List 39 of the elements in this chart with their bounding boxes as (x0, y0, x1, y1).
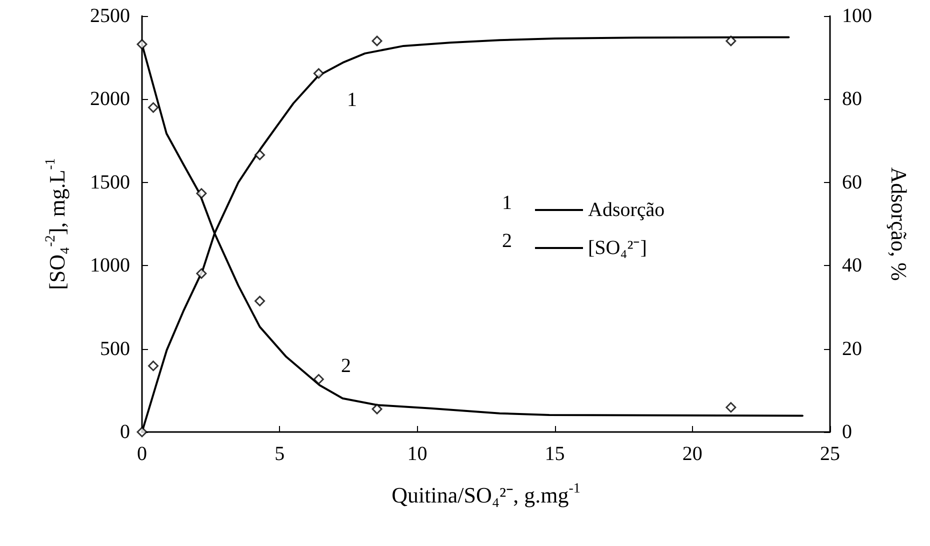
x-tick-label: 20 (682, 443, 702, 465)
y-tick-label: 1500 (90, 171, 130, 194)
point (313, 374, 324, 384)
point (254, 150, 266, 160)
x-tick-label: 5 (274, 443, 285, 465)
point (726, 36, 736, 46)
point (196, 268, 207, 279)
text: 2 (502, 230, 512, 252)
y-tick-label: 2000 (90, 88, 130, 110)
y-tick-label: 1000 (90, 254, 130, 277)
y2-tick-label: 80 (842, 88, 862, 110)
point (372, 404, 382, 414)
y-tick-label: 2500 (90, 5, 130, 27)
point (148, 360, 159, 372)
point (148, 102, 159, 113)
y2-tick-label: 40 (842, 254, 862, 277)
x-tick-label: 25 (820, 443, 840, 465)
y2-tick-label: 100 (842, 5, 872, 27)
point (372, 36, 382, 46)
annotation: 2 (341, 355, 351, 377)
text: 1 (502, 192, 512, 214)
point (254, 296, 266, 306)
legend-label: Adsorção (588, 199, 665, 221)
y2-tick-label: 20 (842, 338, 862, 360)
y2-tick-label: 60 (842, 171, 862, 194)
legend-label: [SO₄²⁻] (588, 237, 647, 259)
y2-tick-label: 0 (842, 421, 852, 443)
y2-axis-title: Adsorção, % (886, 167, 912, 281)
y-tick-label: 500 (100, 338, 130, 360)
point (726, 402, 736, 413)
y-axis-title: [SO₄-2], mg.L-1 (44, 158, 70, 290)
point (313, 68, 324, 79)
point (196, 188, 207, 199)
x-tick-label: 15 (544, 443, 565, 465)
x-tick-label: 10 (407, 443, 428, 465)
point (136, 39, 148, 50)
annotation: 1 (347, 89, 357, 111)
x-tick-label: 0 (137, 443, 147, 465)
y-tick-label: 0 (120, 421, 130, 443)
